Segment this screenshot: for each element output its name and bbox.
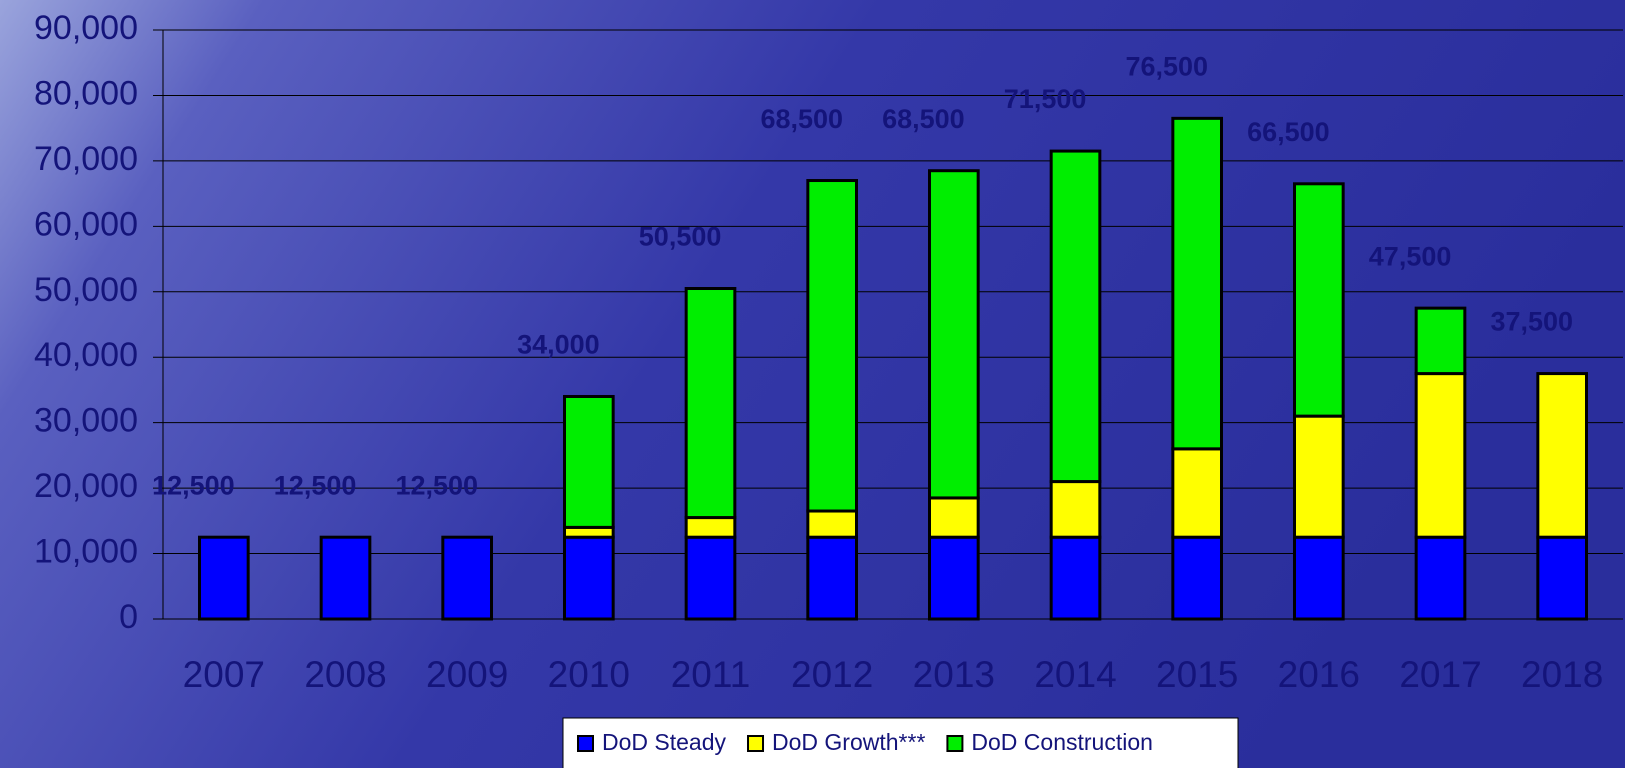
bar-segment [928, 169, 980, 500]
x-tick-label: 2018 [1521, 654, 1603, 695]
total-label: 68,500 [882, 104, 965, 134]
x-tick-label: 2011 [671, 654, 751, 695]
bar-segment [684, 516, 737, 539]
total-label: 12,500 [274, 470, 357, 500]
x-tick-label: 2008 [304, 654, 386, 695]
total-label: 34,000 [517, 330, 600, 360]
x-tick-label: 2014 [1034, 654, 1116, 695]
x-tick-label: 2012 [791, 654, 873, 695]
total-label: 37,500 [1490, 307, 1573, 337]
total-label: 71,500 [1004, 84, 1087, 114]
legend-swatch [747, 735, 765, 752]
legend-label: DoD Construction [971, 729, 1153, 755]
bar-segment [1536, 535, 1589, 621]
total-label: 68,500 [760, 104, 843, 134]
bar-segment [1414, 372, 1467, 539]
legend-label: DoD Steady [602, 729, 727, 755]
bar-segment [1049, 480, 1102, 539]
bar-segment [1049, 149, 1102, 484]
bar-segment [1536, 372, 1589, 539]
bar-segment [1171, 535, 1224, 621]
bar-segment [928, 535, 980, 621]
bar-segment [563, 394, 615, 529]
total-label: 12,500 [152, 470, 235, 500]
total-label: 47,500 [1369, 241, 1452, 271]
x-tick-label: 2009 [426, 654, 508, 695]
bar-segment [684, 535, 737, 621]
legend-box [562, 717, 1239, 768]
legend-swatch [577, 735, 594, 752]
bar-segment [1293, 414, 1345, 539]
bar-segment [563, 535, 615, 621]
bar-segment [1293, 182, 1345, 418]
bar-segment [1171, 447, 1224, 539]
x-tick-label: 2017 [1399, 654, 1481, 695]
y-tick-label: 0 [119, 598, 138, 636]
bar-segment [928, 496, 980, 539]
y-tick-label: 90,000 [34, 9, 138, 47]
bar-segment [806, 535, 858, 621]
y-tick-label: 20,000 [34, 467, 138, 505]
y-tick-label: 80,000 [34, 74, 138, 112]
bar-segment [806, 179, 858, 513]
bar-segment [1414, 306, 1467, 376]
y-tick-label: 30,000 [34, 402, 138, 440]
bar-segment [319, 535, 372, 621]
bar-segment [441, 535, 494, 621]
y-tick-label: 50,000 [34, 271, 138, 309]
y-tick-label: 10,000 [34, 533, 138, 571]
bar-segment [1049, 535, 1102, 621]
x-tick-label: 2013 [913, 654, 995, 695]
legend-swatch [946, 735, 964, 752]
bar-segment [198, 535, 250, 621]
bar-segment [806, 509, 858, 539]
total-label: 76,500 [1125, 51, 1208, 81]
total-label: 50,500 [639, 222, 722, 252]
bar-segment [1293, 535, 1345, 621]
y-tick-label: 40,000 [34, 336, 138, 374]
total-label: 12,500 [395, 470, 478, 500]
x-tick-label: 2015 [1156, 654, 1238, 695]
legend-label: DoD Growth*** [772, 729, 925, 755]
bar-segment [1171, 116, 1224, 451]
bar-segment [1414, 535, 1467, 621]
x-tick-label: 2016 [1278, 654, 1360, 695]
total-label: 66,500 [1247, 117, 1330, 147]
legend: DoD Steady DoD Growth*** DoD Construction [562, 717, 1239, 768]
x-tick-label: 2010 [548, 654, 630, 695]
y-tick-label: 60,000 [34, 205, 138, 243]
x-tick-label: 2007 [183, 654, 265, 695]
bar-segment [684, 287, 737, 520]
y-tick-label: 70,000 [34, 140, 138, 178]
